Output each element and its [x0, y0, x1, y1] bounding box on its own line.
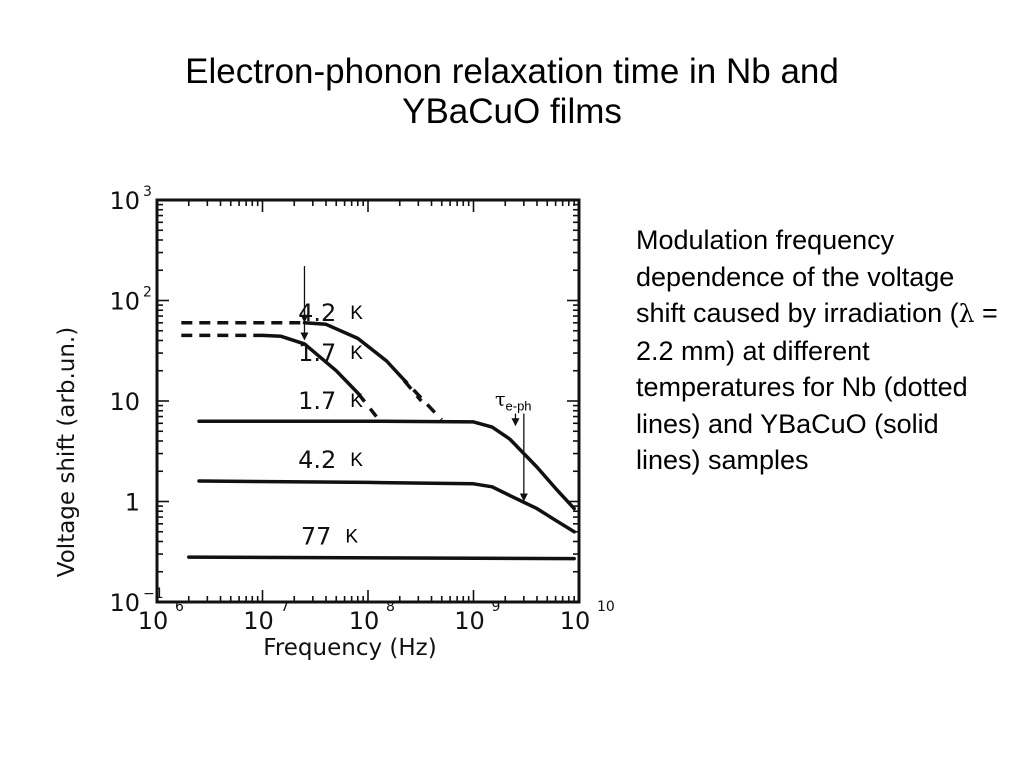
- series-line: [197, 479, 576, 534]
- x-tick-labels: 10 6 10 7 10 8 10 9 10 10: [138, 599, 615, 635]
- y-tick-base: 10: [109, 388, 140, 416]
- x-tick-exponent: 6: [175, 599, 184, 615]
- temperature-label-unit: K: [350, 343, 363, 364]
- y-tick-label: 10: [109, 589, 140, 617]
- x-axis-label: Frequency (Hz): [263, 635, 436, 661]
- caption: Modulation frequency dependence of the v…: [636, 222, 1006, 479]
- series-line: [197, 419, 576, 511]
- temperature-label-number: 77: [301, 522, 332, 550]
- series-nb-42K: [181, 321, 443, 421]
- series-ybacuo-42K: [197, 479, 576, 534]
- y-tick-exponent: −1: [143, 586, 164, 602]
- temperature-label-number: 1.7: [298, 387, 336, 415]
- x-tick-exponent: 9: [492, 599, 501, 615]
- y-tick-label: 10: [109, 388, 140, 416]
- temperature-label-number: 4.2: [298, 446, 336, 474]
- series-line-dashed: [402, 379, 423, 403]
- y-tick-exponent: 3: [143, 184, 152, 200]
- y-tick-base: 1: [125, 489, 140, 517]
- y-tick-base: 10: [109, 187, 140, 215]
- arrow-head: [511, 418, 520, 427]
- label-layer: 1.7 K 4.2 K 1.7 K 4.2 K 77 K: [298, 299, 363, 550]
- temperature-label-number: 1.7: [298, 339, 336, 367]
- tau-subscript: e-ph: [506, 399, 532, 414]
- series-nb-17K: [181, 333, 378, 418]
- series-line: [187, 555, 576, 561]
- temperature-label-unit: K: [345, 526, 358, 547]
- series-line: [302, 321, 402, 378]
- y-tick-label: 10: [109, 288, 140, 316]
- arrow-head: [300, 332, 309, 341]
- marker-layer: [300, 266, 528, 502]
- y-tick-exponent: 2: [143, 285, 152, 301]
- series-line-dashed: [356, 391, 378, 418]
- y-tick-label: 1: [125, 489, 140, 517]
- series-layer: [181, 321, 576, 561]
- x-tick-base: 10: [349, 607, 380, 635]
- lambda-symbol: λ: [958, 299, 975, 328]
- temperature-label-number: 4.2: [298, 299, 336, 327]
- x-tick-base: 10: [454, 607, 485, 635]
- y-tick-base: 10: [109, 288, 140, 316]
- series-ybacuo-17K: [197, 419, 576, 511]
- series-line: [260, 333, 360, 395]
- x-tick-exponent: 8: [386, 599, 395, 615]
- caption-text-end: = 2.2 mm) at different temperatures for …: [636, 298, 998, 475]
- x-tick-exponent: 7: [281, 599, 290, 615]
- y-tick-base: 10: [109, 589, 140, 617]
- tau-symbol: τ: [495, 389, 506, 411]
- y-tick-label: 10: [109, 187, 140, 215]
- x-tick-exponent: 10: [597, 599, 615, 615]
- tau-annotation: τe-ph: [495, 389, 532, 414]
- x-tick-base: 10: [138, 607, 169, 635]
- series-ybacuo-77K: [187, 555, 576, 561]
- y-axis-label: Voltage shift (arb.un.): [54, 327, 80, 577]
- temperature-label-unit: K: [350, 391, 363, 412]
- caption-text-start: Modulation frequency dependence of the v…: [636, 225, 959, 328]
- temperature-label-unit: K: [350, 450, 363, 471]
- x-tick-base: 10: [560, 607, 591, 635]
- x-tick-base: 10: [243, 607, 274, 635]
- arrow-head: [519, 493, 528, 502]
- arrow-head: [300, 314, 309, 323]
- minor-ticks: [157, 200, 579, 602]
- temperature-label-unit: K: [350, 303, 363, 324]
- slide-title: Electron-phonon relaxation time in Nb an…: [185, 52, 839, 131]
